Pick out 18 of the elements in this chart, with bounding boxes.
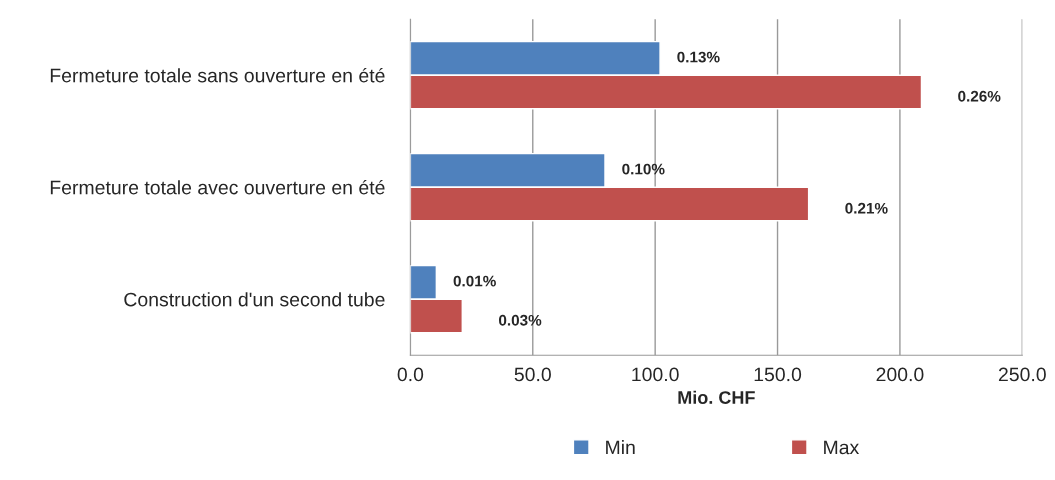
y-tick-label: Fermeture totale avec ouverture en été bbox=[50, 179, 385, 195]
annotation: 0.10% bbox=[622, 163, 665, 175]
annotation: 0.03% bbox=[499, 314, 542, 326]
annotation: 0.01% bbox=[453, 275, 496, 287]
y-tick-label: Fermeture totale sans ouverture en été bbox=[50, 67, 385, 83]
legend-label: Min bbox=[606, 440, 635, 455]
x-tick-label: 100.0 bbox=[632, 367, 679, 382]
legend-label: Max bbox=[824, 440, 860, 455]
annotation: 0.26% bbox=[958, 90, 1001, 102]
annotation: 0.21% bbox=[845, 202, 888, 214]
x-tick-label: 250.0 bbox=[998, 367, 1046, 382]
x-tick-label: 0.0 bbox=[397, 367, 424, 382]
x-tick-label: 200.0 bbox=[876, 367, 924, 382]
x-tick-label: 50.0 bbox=[514, 367, 551, 382]
x-axis-title: Mio. CHF bbox=[678, 390, 755, 404]
x-tick-label: 150.0 bbox=[754, 367, 802, 382]
annotation: 0.13% bbox=[677, 51, 720, 63]
y-tick-label: Construction d'un second tube bbox=[124, 292, 385, 307]
